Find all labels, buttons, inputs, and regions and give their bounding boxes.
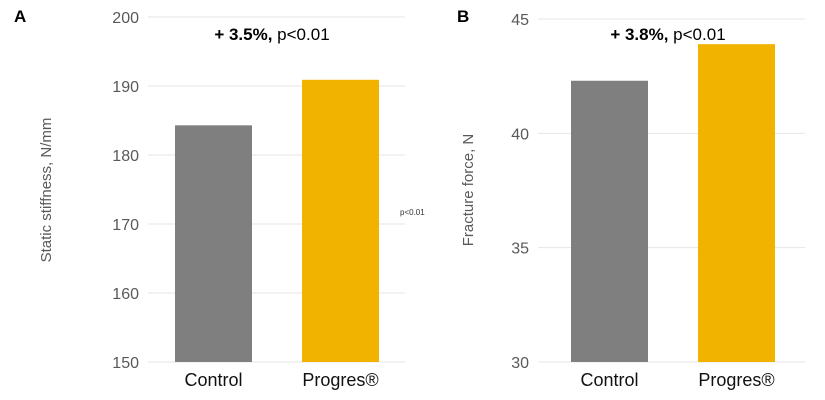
annotation-b-bold: + 3.8%,	[610, 25, 668, 44]
x-tick-label: Control	[184, 370, 242, 390]
y-tick-label: 35	[511, 241, 529, 258]
y-axis-label-b: Fracture force, N	[460, 134, 477, 247]
y-tick-label: 45	[511, 12, 529, 29]
bars-b	[571, 44, 775, 363]
stray-p-value-text: p<0.01	[400, 208, 425, 217]
bars-a	[175, 79, 379, 362]
y-tick-label: 160	[112, 286, 139, 303]
x-tick-label: Progres®	[698, 370, 774, 390]
panel-label-a: A	[14, 7, 26, 26]
bar-progres	[302, 79, 379, 362]
x-ticks-b: Control Progres®	[580, 370, 774, 390]
annotation-b-text: p<0.01	[668, 25, 725, 44]
x-ticks-a: Control Progres®	[184, 370, 378, 390]
annotation-a-text: p<0.01	[272, 25, 329, 44]
y-axis-label-a: Static stiffness, N/mm	[38, 118, 55, 263]
bar-control	[571, 80, 648, 363]
y-tick-label: 30	[511, 355, 529, 372]
y-tick-label: 200	[112, 10, 139, 27]
panel-label-b: B	[457, 7, 469, 26]
annotation-a: + 3.5%, p<0.01	[214, 25, 329, 44]
chart-b: B Fracture force, N 30 35 40 45 Control Prog…	[457, 7, 805, 390]
y-ticks-b: 30 35 40 45	[511, 12, 529, 372]
annotation-a-bold: + 3.5%,	[214, 25, 272, 44]
y-tick-label: 170	[112, 217, 139, 234]
x-tick-label: Progres®	[302, 370, 378, 390]
y-tick-label: 150	[112, 355, 139, 372]
bar-control	[175, 125, 252, 362]
y-tick-label: 40	[511, 126, 529, 143]
annotation-b: + 3.8%, p<0.01	[610, 25, 725, 44]
chart-a: A Static stiffness, N/mm 150 160 170 180 190…	[14, 7, 405, 390]
y-ticks-a: 150 160 170 180 190 200	[112, 10, 139, 372]
y-tick-label: 190	[112, 79, 139, 96]
x-tick-label: Control	[580, 370, 638, 390]
bar-progres	[698, 44, 775, 363]
y-tick-label: 180	[112, 148, 139, 165]
